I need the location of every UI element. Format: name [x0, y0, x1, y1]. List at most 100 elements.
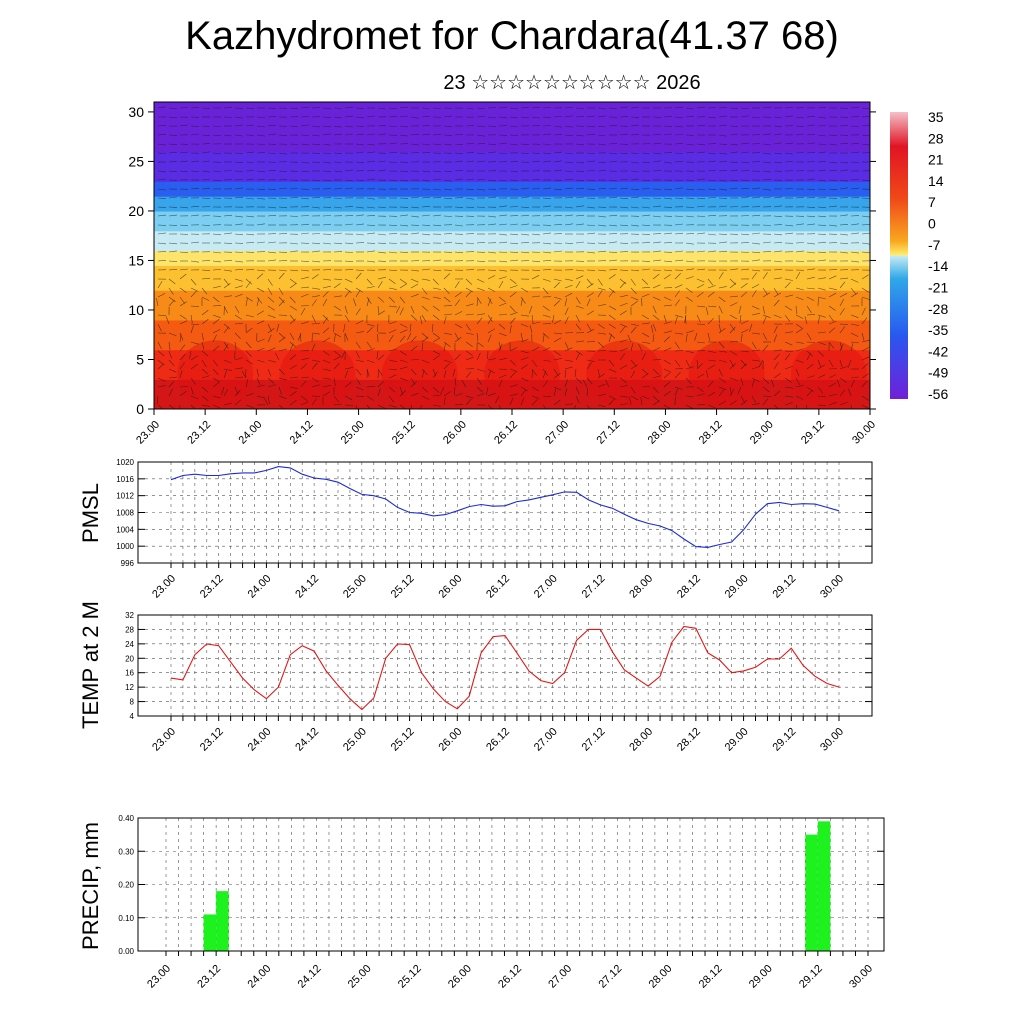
wind-barb — [817, 341, 826, 346]
wind-barb — [465, 242, 475, 244]
wind-barb — [608, 179, 617, 182]
wind-barb — [190, 323, 200, 325]
wind-barb — [758, 359, 764, 368]
wind-barb — [300, 134, 310, 136]
wind-barb — [289, 215, 299, 217]
wind-barb — [839, 281, 846, 289]
wind-barb — [454, 386, 456, 396]
wind-barb — [432, 278, 439, 285]
wind-barb — [234, 124, 243, 127]
wind-barb — [564, 152, 573, 155]
wind-barb — [322, 298, 328, 307]
wind-barb — [300, 401, 309, 406]
wind-barb — [839, 125, 849, 127]
wind-barb — [443, 215, 453, 217]
wind-barb — [454, 353, 461, 361]
wind-barb — [630, 124, 640, 127]
wind-barb — [553, 224, 563, 226]
wind-barb — [278, 197, 288, 199]
wind-barb — [421, 287, 428, 295]
wind-barb — [553, 250, 562, 253]
wind-barb — [839, 308, 845, 316]
wind-barb — [586, 232, 595, 235]
wind-barb — [586, 310, 594, 316]
wind-barb — [201, 359, 207, 367]
wind-barb — [322, 368, 331, 371]
wind-barb — [300, 197, 309, 200]
wind-barb — [465, 350, 473, 356]
wind-barb — [344, 251, 354, 253]
wind-barb — [784, 395, 793, 398]
wind-barb — [421, 386, 429, 393]
heatmap-blob — [586, 340, 663, 409]
wind-barb — [355, 289, 361, 298]
wind-barb — [267, 314, 276, 319]
wind-barb — [806, 276, 815, 280]
wind-barb — [289, 376, 299, 379]
wind-barb — [663, 368, 672, 373]
wind-barb — [454, 251, 464, 254]
wind-barb — [388, 321, 397, 325]
wind-barb — [465, 178, 474, 181]
wind-barb — [817, 331, 826, 334]
wind-barb — [311, 152, 321, 154]
wind-barb — [201, 375, 210, 379]
x-tick-label: 24.12 — [296, 963, 324, 991]
wind-barb — [157, 143, 166, 146]
wind-barb — [344, 115, 353, 118]
wind-barb — [828, 374, 837, 379]
wind-barb — [542, 305, 550, 311]
wind-barb — [278, 386, 282, 395]
wind-barb — [795, 271, 801, 280]
wind-barb — [674, 223, 683, 226]
wind-barb — [542, 278, 551, 282]
wind-barb — [322, 170, 332, 172]
colorbar-label: -49 — [928, 365, 948, 381]
wind-barb — [707, 392, 716, 397]
wind-barb — [322, 179, 332, 181]
wind-barb — [498, 205, 507, 208]
wind-barb — [421, 143, 431, 145]
wind-barb — [289, 343, 294, 352]
wind-barb — [487, 358, 496, 361]
wind-barb — [157, 125, 167, 127]
wind-barb — [630, 152, 640, 154]
y-tick-label: 30 — [128, 104, 144, 120]
wind-barb — [421, 196, 431, 199]
wind-barb — [223, 269, 232, 272]
wind-barb — [520, 298, 523, 307]
wind-barb — [586, 278, 593, 286]
wind-barb — [718, 350, 727, 353]
wind-barb — [696, 268, 706, 271]
wind-barb — [795, 314, 804, 319]
wind-barb — [674, 332, 683, 335]
wind-barb — [630, 161, 639, 164]
y-tick-label: 1008 — [116, 509, 134, 518]
x-tick-label: 25.12 — [396, 963, 424, 991]
wind-barb — [850, 151, 860, 154]
wind-barb — [641, 395, 650, 400]
wind-barb — [355, 269, 365, 271]
wind-barb — [638, 343, 643, 352]
x-tick-label: 29.12 — [797, 963, 825, 991]
wind-barb — [850, 341, 860, 343]
x-tick-label: 30.00 — [818, 726, 846, 754]
wind-barb — [498, 269, 507, 272]
wind-barb — [828, 382, 837, 388]
wind-barb — [399, 329, 408, 334]
x-tick-label: 28.00 — [646, 419, 674, 447]
wind-barb — [751, 359, 760, 362]
wind-barb — [344, 278, 353, 283]
wind-barb — [685, 151, 695, 154]
wind-barb — [817, 359, 822, 368]
wind-barb — [465, 152, 475, 154]
x-tick-label: 29.00 — [723, 573, 751, 601]
wind-barb — [465, 395, 474, 399]
wind-barb — [729, 268, 738, 271]
wind-barb — [773, 242, 783, 244]
wind-barb — [663, 197, 672, 200]
wind-barb — [806, 215, 816, 218]
wind-barb — [751, 143, 761, 145]
wind-barb — [707, 152, 716, 155]
